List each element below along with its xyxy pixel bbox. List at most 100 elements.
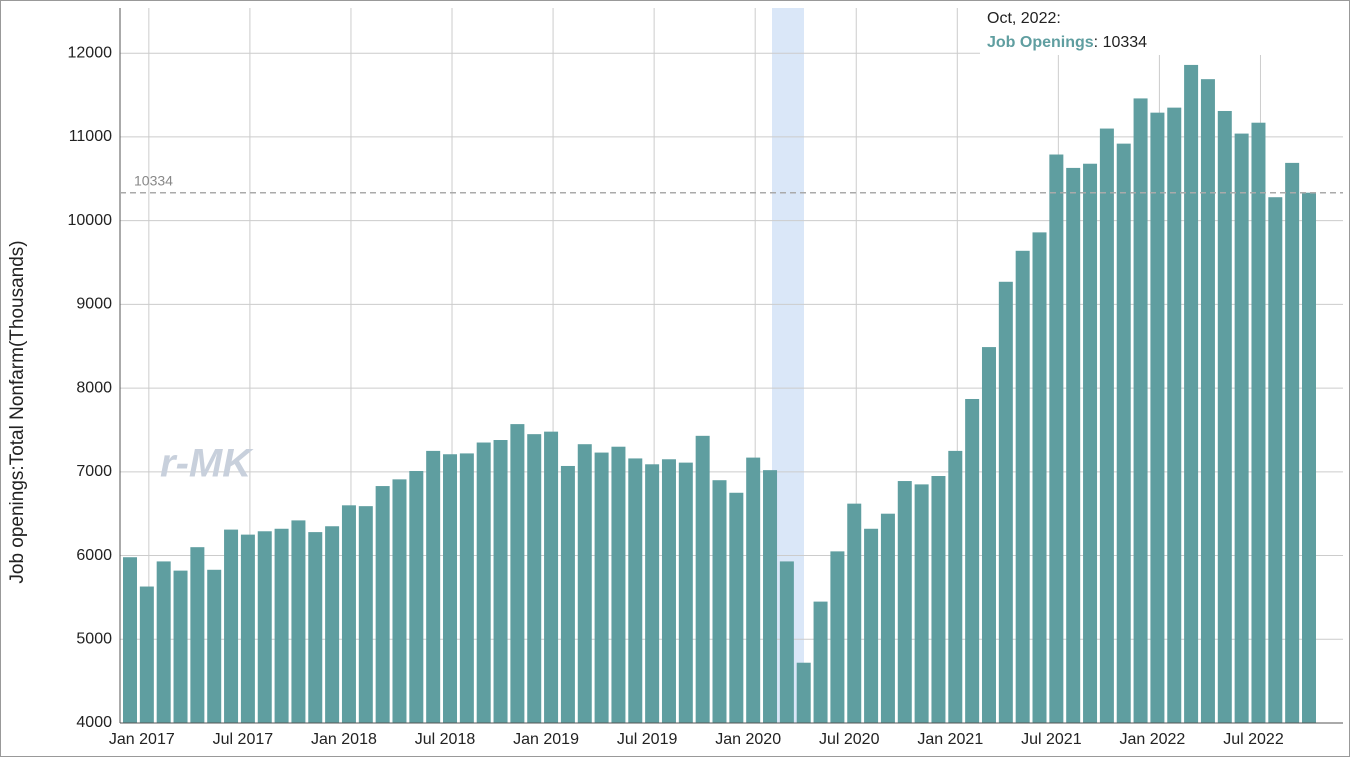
bars: [123, 64, 1316, 724]
x-tick-label: Jul 2017: [213, 731, 274, 748]
y-tick-label: 7000: [76, 463, 112, 480]
bar: [240, 534, 255, 723]
bar: [914, 484, 929, 723]
bar: [1167, 107, 1182, 723]
bar: [1234, 133, 1249, 724]
x-tick-label: Jul 2019: [617, 731, 678, 748]
bar: [1217, 110, 1232, 723]
x-tick-label: Jan 2018: [311, 731, 377, 748]
bar: [443, 454, 458, 723]
bar: [560, 465, 575, 723]
x-tick-label: Jan 2020: [715, 731, 781, 748]
bar: [678, 462, 693, 723]
bar: [358, 506, 373, 723]
tooltip-box: [980, 5, 1343, 55]
bar: [190, 547, 205, 723]
bar: [998, 281, 1013, 723]
bar: [897, 481, 912, 723]
bar: [746, 457, 761, 723]
bar: [274, 528, 289, 723]
bar: [224, 529, 239, 723]
bar: [830, 551, 845, 723]
bar: [325, 526, 340, 723]
bar: [1268, 197, 1283, 723]
reference-label: 10334: [134, 172, 173, 188]
bar: [1200, 79, 1215, 724]
bar: [257, 531, 272, 723]
bar: [628, 458, 643, 723]
bar: [156, 561, 171, 723]
bar: [948, 450, 963, 723]
y-tick-label: 11000: [69, 128, 112, 145]
x-tick-label: Jan 2017: [109, 731, 175, 748]
bar: [544, 431, 559, 723]
bar: [1066, 167, 1081, 723]
bar: [796, 662, 811, 723]
bar: [1285, 162, 1300, 723]
y-tick-label: 10000: [68, 212, 113, 229]
bar: [1099, 128, 1114, 723]
bar: [577, 444, 592, 723]
watermark: r-MK: [160, 442, 254, 486]
bar: [1049, 154, 1064, 724]
bar: [661, 459, 676, 723]
bar: [813, 601, 828, 723]
tooltip-date: Oct, 2022:: [987, 10, 1061, 27]
y-tick-label: 4000: [76, 714, 112, 731]
bar: [459, 453, 474, 723]
bar: [1133, 98, 1148, 723]
bar: [476, 442, 491, 723]
bar: [173, 570, 188, 723]
x-tick-label: Jul 2021: [1021, 731, 1082, 748]
bar: [493, 440, 508, 723]
bar: [291, 520, 306, 723]
y-tick-label: 8000: [76, 379, 112, 396]
bar: [375, 486, 390, 723]
bar: [779, 561, 794, 723]
bar: [1032, 232, 1047, 723]
bar: [426, 450, 441, 723]
bar: [847, 503, 862, 723]
bar: [931, 476, 946, 723]
bar: [1083, 163, 1098, 723]
tooltip-value: 10334: [1103, 34, 1148, 51]
bar: [527, 434, 542, 723]
bar: [611, 446, 626, 723]
bar: [594, 452, 609, 723]
bar: [392, 479, 407, 723]
bar: [981, 347, 996, 723]
bar: [1116, 143, 1131, 723]
x-tick-label: Jul 2020: [819, 731, 880, 748]
bar: [645, 464, 660, 723]
bar: [1184, 64, 1199, 724]
bar: [207, 569, 222, 723]
y-axis-label: Job openings:Total Nonfarm(Thousands): [7, 240, 28, 583]
x-tick-label: Jul 2022: [1223, 731, 1284, 748]
y-tick-label: 5000: [76, 630, 112, 647]
bar: [510, 424, 525, 723]
bar: [308, 532, 323, 723]
tooltip-line: Job Openings: 10334: [987, 34, 1147, 51]
tooltip-sep: :: [1094, 34, 1103, 51]
bar: [864, 528, 879, 723]
x-tick-label: Jan 2021: [917, 731, 983, 748]
y-tick-label: 6000: [76, 547, 112, 564]
bar: [763, 470, 778, 723]
bar: [1150, 112, 1165, 724]
tooltip-series: Job Openings: [987, 34, 1094, 51]
y-tick-label: 12000: [68, 44, 113, 61]
x-tick-label: Jan 2022: [1119, 731, 1185, 748]
bar: [1251, 122, 1266, 723]
bar: [123, 557, 137, 723]
x-tick-label: Jul 2018: [415, 731, 476, 748]
bar: [409, 470, 424, 723]
bar: [139, 586, 154, 723]
bar: [341, 505, 356, 723]
bar: [729, 492, 744, 723]
bar: [880, 513, 895, 723]
bar: [695, 435, 710, 723]
y-tick-label: 9000: [76, 296, 112, 313]
bar: [1302, 192, 1316, 723]
